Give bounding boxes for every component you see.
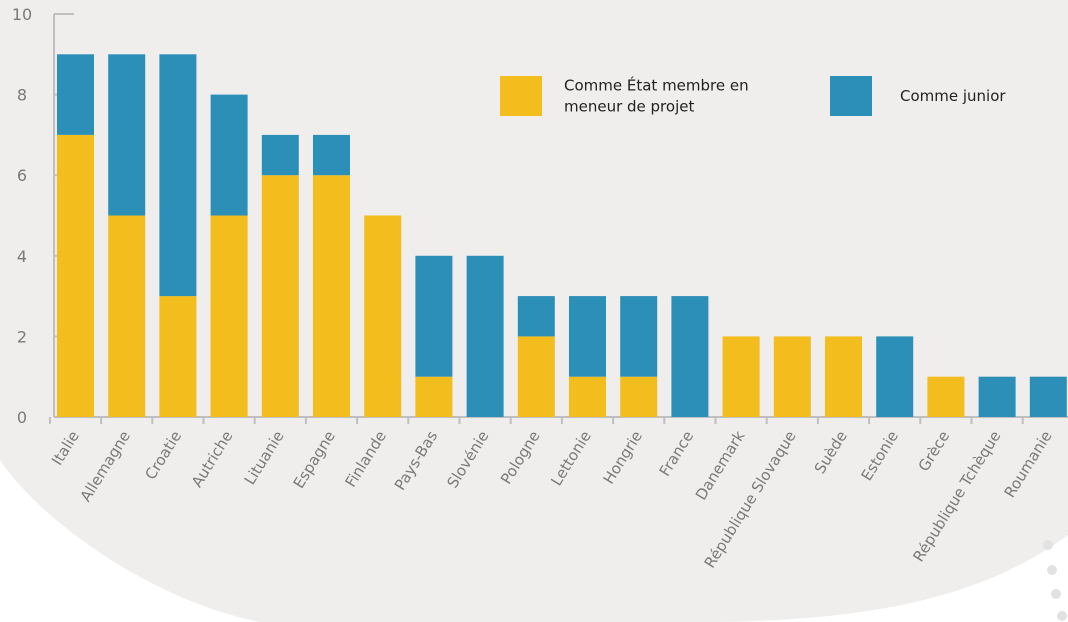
decorative-dot xyxy=(1051,589,1061,599)
bar-junior-18 xyxy=(978,376,1016,417)
bar-lead-14 xyxy=(773,336,811,417)
legend-swatch-1 xyxy=(830,76,872,116)
y-tick-label: 0 xyxy=(17,408,27,427)
bar-junior-5 xyxy=(313,134,350,176)
bar-lead-0 xyxy=(57,134,94,417)
decorative-dot xyxy=(1057,611,1067,621)
bar-lead-15 xyxy=(825,336,862,417)
bar-lead-4 xyxy=(261,175,299,417)
decorative-dot xyxy=(1043,540,1053,550)
bar-lead-17 xyxy=(927,376,965,417)
bar-junior-11 xyxy=(620,296,658,377)
bar-junior-1 xyxy=(108,54,146,216)
bar-lead-13 xyxy=(722,336,760,417)
bar-junior-7 xyxy=(415,255,453,377)
decorative-dots xyxy=(1043,540,1067,621)
legend-label-0: Comme État membre en meneur de projet xyxy=(564,76,749,116)
bar-junior-3 xyxy=(210,94,248,216)
bar-junior-12 xyxy=(671,296,709,417)
bar-lead-10 xyxy=(569,376,606,417)
decorative-dot xyxy=(1047,565,1057,575)
bar-lead-2 xyxy=(159,296,197,417)
bar-junior-2 xyxy=(159,54,197,297)
y-tick-label: 10 xyxy=(12,5,32,24)
bar-junior-9 xyxy=(517,296,555,337)
legend-swatch-0 xyxy=(500,76,542,116)
y-tick-label: 8 xyxy=(17,86,27,105)
bar-junior-19 xyxy=(1029,376,1067,417)
bars xyxy=(57,54,1067,417)
bar-lead-11 xyxy=(620,376,658,417)
y-tick-label: 4 xyxy=(17,247,27,266)
bar-junior-16 xyxy=(876,336,914,417)
bar-lead-6 xyxy=(364,215,402,417)
bar-lead-5 xyxy=(313,175,350,417)
y-tick-label: 2 xyxy=(17,327,27,346)
bar-lead-7 xyxy=(415,376,453,417)
bar-junior-0 xyxy=(57,54,94,135)
bar-junior-4 xyxy=(261,134,299,176)
bar-junior-10 xyxy=(569,296,606,377)
bar-lead-9 xyxy=(517,336,555,417)
y-tick-label: 6 xyxy=(17,166,27,185)
legend-label-1: Comme junior xyxy=(900,87,1006,105)
bar-lead-1 xyxy=(108,215,146,417)
legend: Comme État membre en meneur de projet Comm… xyxy=(500,76,1006,116)
bar-lead-3 xyxy=(210,215,248,417)
bar-junior-8 xyxy=(466,255,504,417)
